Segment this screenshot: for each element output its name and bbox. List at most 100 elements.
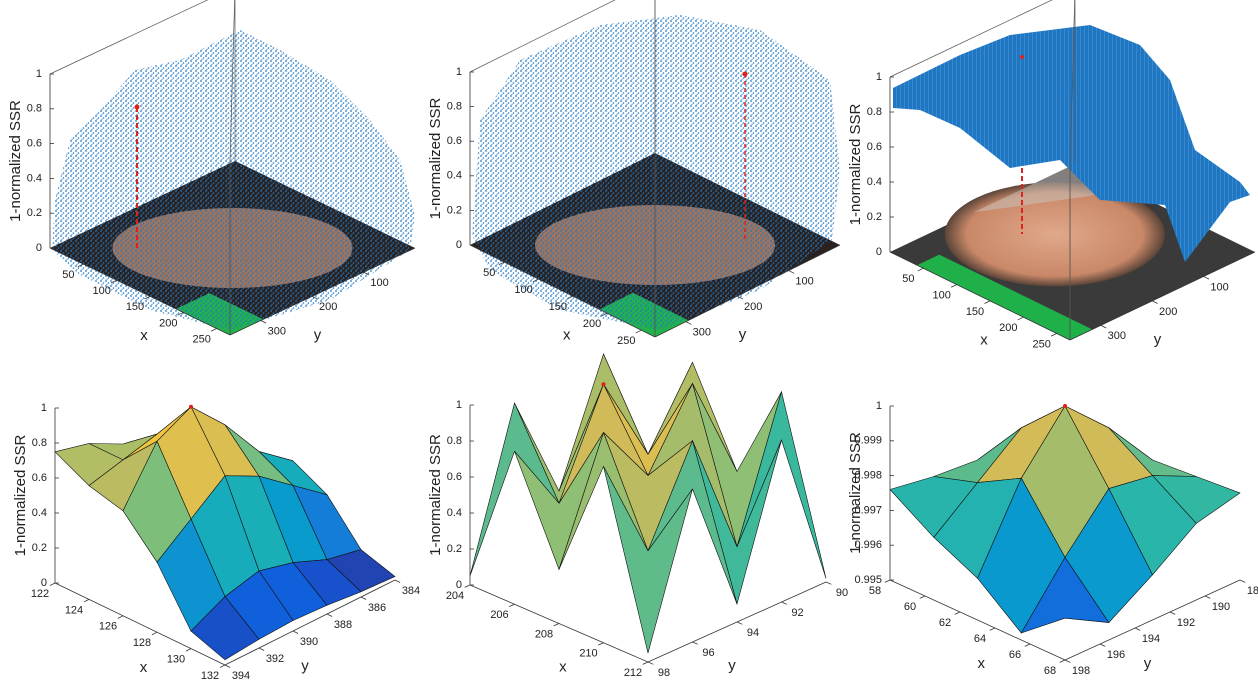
y-tick-label: 92 — [791, 607, 803, 619]
y-tick-label: 200 — [319, 301, 337, 313]
z-tick-label: 0.4 — [27, 172, 42, 184]
x-tick — [110, 279, 117, 284]
x-tick — [567, 295, 573, 300]
z-tick-label: 0.2 — [27, 207, 42, 219]
y-tick-label: 200 — [744, 301, 762, 313]
x-axis — [49, 247, 231, 336]
z-tick-label: 0.996 — [854, 539, 882, 551]
y-tick-label: 98 — [658, 667, 670, 679]
x-tick-label: 250 — [1032, 338, 1050, 350]
y-tick-label: 100 — [370, 277, 388, 289]
x-axis-label: x — [140, 327, 148, 344]
y-tick — [1100, 324, 1107, 329]
y-tick — [394, 579, 401, 583]
y-tick-label: 96 — [702, 647, 714, 659]
y-axis-label: y — [314, 326, 322, 343]
y-tick — [1204, 595, 1211, 599]
x-tick-label: 208 — [535, 628, 553, 640]
x-tick — [635, 329, 642, 334]
surface-patch — [1020, 556, 1110, 634]
x-tick — [508, 603, 515, 608]
x-tick — [49, 582, 56, 586]
x-tick-label: 250 — [192, 333, 210, 345]
surface-patch — [603, 466, 693, 654]
x-tick-label: 212 — [624, 667, 642, 679]
z-axis-label: 1-normalized SSR — [847, 103, 864, 225]
y-tick — [260, 320, 267, 324]
y-tick — [647, 661, 654, 665]
y-tick — [685, 321, 692, 325]
x-axis-label: x — [563, 327, 571, 344]
x-tick — [77, 263, 84, 268]
z-tick-label: 0.4 — [447, 170, 462, 182]
x-tick-label: 50 — [62, 269, 74, 281]
x-tick-label: 150 — [126, 301, 144, 313]
decoration-layer — [52, 15, 1250, 330]
point-cloud — [472, 15, 840, 330]
x-tick — [1059, 659, 1066, 663]
x-axis-label: x — [140, 659, 148, 676]
x-tick-label: 132 — [201, 670, 219, 682]
y-tick — [737, 295, 743, 300]
z-tick-label: 1 — [876, 400, 882, 412]
z-axis-label: 1-normalized SSR — [427, 97, 444, 219]
y-tick-label: 94 — [747, 627, 759, 639]
z-axis-label: 1-normalized SSR — [847, 432, 864, 554]
x-tick — [83, 599, 90, 603]
y-tick — [788, 270, 795, 274]
y-tick-label: 200 — [1159, 306, 1177, 318]
y-tick-label: 390 — [300, 636, 318, 648]
z-tick-label: 0.2 — [867, 211, 882, 223]
x-tick-label: 200 — [159, 317, 177, 329]
x-tick — [950, 284, 957, 288]
box-edge — [229, 0, 235, 162]
x-axis-label: x — [559, 658, 567, 675]
y-tick — [1169, 611, 1176, 615]
y-tick-label: 394 — [232, 670, 250, 682]
z-tick-label: 0.6 — [32, 472, 47, 484]
x-tick — [219, 664, 226, 668]
x-axis-label: x — [978, 655, 986, 672]
z-axis-label: 1-normalized SSR — [427, 434, 444, 556]
image-green — [917, 254, 1093, 340]
z-tick-label: 1 — [456, 66, 462, 78]
x-tick-label: 122 — [31, 588, 49, 600]
x-tick — [151, 631, 158, 636]
y-tick — [224, 664, 231, 668]
surface-sheet — [893, 25, 1250, 262]
x-tick-label: 128 — [133, 637, 151, 649]
x-tick-label: 100 — [92, 285, 110, 297]
x-tick — [464, 584, 471, 588]
y-tick — [292, 630, 299, 634]
z-tick-label: 0.4 — [867, 176, 882, 188]
y-axis — [224, 579, 396, 666]
z-tick-label: 0.6 — [447, 135, 462, 147]
y-tick-label: 90 — [836, 587, 848, 599]
y-tick — [736, 621, 743, 625]
y-tick-label: 100 — [1210, 281, 1228, 293]
z-tick-label: 1 — [41, 402, 47, 414]
surface-patch — [190, 596, 260, 661]
z-tick-label: 0.998 — [854, 470, 882, 482]
z-tick-label: 0 — [876, 246, 882, 258]
z-tick-label: 0.2 — [447, 543, 462, 555]
x-tick-label: 126 — [99, 621, 117, 633]
x-tick-label: 200 — [583, 318, 601, 330]
y-tick — [258, 647, 265, 651]
x-tick-label: 58 — [869, 585, 881, 597]
y-tick-label: 196 — [1107, 649, 1125, 661]
y-tick — [692, 641, 698, 645]
x-tick — [1024, 643, 1031, 647]
x-tick-label: 50 — [902, 273, 914, 285]
y-tick — [312, 295, 318, 300]
x-tick-label: 150 — [966, 306, 984, 318]
x-tick — [597, 642, 604, 646]
y-tick-label: 300 — [268, 325, 286, 337]
y-tick — [1134, 627, 1141, 631]
x-tick — [144, 295, 151, 300]
x-tick — [1017, 316, 1024, 321]
x-tick — [532, 278, 539, 283]
y-tick — [1239, 579, 1246, 583]
y-tick-label: 194 — [1142, 633, 1160, 645]
